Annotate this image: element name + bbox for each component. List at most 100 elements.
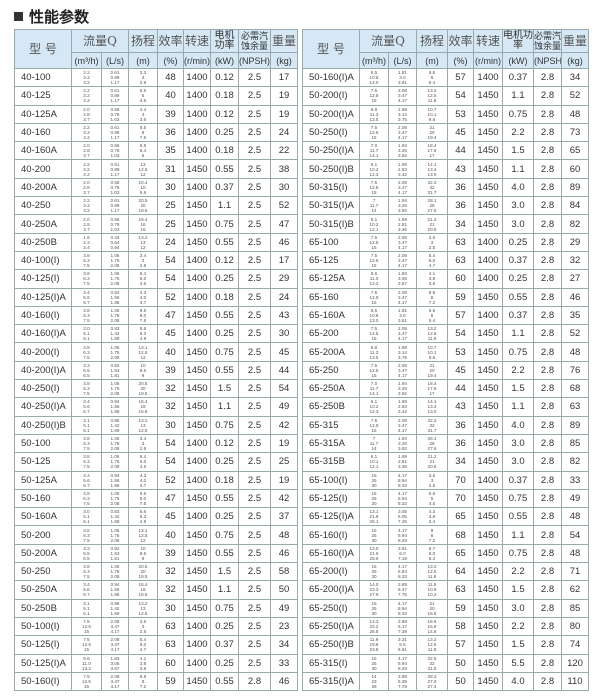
cell-npsh: 2.5 [238,525,271,545]
cell-speed: 1450 [183,488,211,509]
table-row: 50-315(I) 7.5 12.5 15 2.08 3.47 4.17 32.3 32 31.7… [302,177,589,198]
header-head-unit: (m) [416,52,448,69]
cell-subvalue: 1.94 [398,143,407,149]
cell-subvalue: 2.3 [83,239,90,245]
cell-subvalue: 5.6 [83,477,90,483]
cell-subvalue: 13.2 [427,637,437,643]
cell-subvalue: 28.1 [427,198,437,204]
cell-model: 40-160 [14,122,72,143]
cell-npsh: 2.5 [238,580,271,600]
cell-subvalue: 25 [371,569,377,575]
header-flow-ls: (L/s) [388,52,417,69]
cell-efficiency: 58 [447,616,474,637]
cell-subvalue: 3.4 [83,582,90,588]
cell-subvalue: 7.5 [139,135,147,141]
cell-subvalue: 0.78 [110,148,120,154]
cell-subvalue: 14.8 [427,629,437,635]
cell-efficiency: 50 [447,671,474,692]
cell-speed: 1450 [183,415,211,435]
cell-weight: 49 [561,488,589,509]
cell-subvalue: 2.0 [83,106,90,112]
cell-subvalue: 7.5 [370,326,378,332]
cell-subvalue: 20 [140,569,146,575]
cell-flow-m3h: 7.5 12.5 15 [359,232,389,252]
table-row: 40-160A 2.0 2.8 3.7 0.56 0.78 1.03 6.8 6.4 6 35 140… [14,141,298,161]
cell-subvalue: 9 [141,555,145,561]
cell-subvalue: 5.4 [428,318,436,323]
cell-subvalue: 6.3 [83,495,90,501]
cell-head: 21 20 19.4 [416,360,448,381]
table-row: 50-100(I) 7.5 12.5 15 2.08 3.47 4.17 3.5 3 2.5 63 1… [14,616,298,637]
header-eff-unit: (%) [157,52,184,69]
cell-subvalue: 1.06 [110,490,120,496]
cell-efficiency: 63 [447,232,474,252]
cell-subvalue: 12.5 [369,184,379,190]
cell-weight: 19 [270,86,298,106]
cell-subvalue: 2.08 [110,464,120,470]
cell-subvalue: 13.2 [138,600,148,606]
cell-subvalue: 14 [371,208,377,214]
table-row: 65-250B 6.1 10.2 12.3 1.69 2.83 3.42 14.1 13.4 13… [302,397,589,417]
header-flow: 流量Q [359,29,417,53]
cell-weight: 29 [561,232,589,252]
cell-subvalue: 7.5 [370,179,378,185]
cell-speed: 1450 [473,214,503,234]
cell-efficiency: 52 [157,470,184,490]
cell-npsh: 2.8 [533,543,562,564]
cell-npsh: 2.5 [238,86,271,106]
cell-head: 32.3 32 31.7 [416,415,448,435]
cell-subvalue: 30 [371,610,377,616]
table-row: 50-200A 3.3 5.5 6.5 0.92 1.53 1.81 10 9.5 9 39 1450… [14,543,298,564]
cell-power: 1.1 [502,159,534,179]
cell-head: 8.8 8 7.2 [128,671,158,692]
cell-subvalue: 4.5 [428,500,436,506]
cell-head: 13.1 12.5 12 [128,342,158,362]
cell-model: 50-200 [14,525,72,545]
cell-power: 0.37 [210,635,239,655]
cell-flow-ls: 1.83 3.06 3.67 [101,653,129,673]
cell-subvalue: 3.3 [139,70,147,76]
cell-subvalue: 6 [430,313,434,318]
cell-npsh: 2.8 [533,214,562,234]
cell-efficiency: 54 [157,433,184,454]
cell-subvalue: 17 [429,153,435,159]
cell-flow-m3h: 3.8 6.3 7.5 [71,269,102,289]
cell-subvalue: 12.5 [369,93,379,99]
cell-subvalue: 4.17 [398,189,407,195]
cell-npsh: 2.8 [533,67,562,88]
cell-speed: 1450 [183,580,211,600]
cell-subvalue: 1.81 [110,555,120,561]
cell-subvalue: 2.08 [398,234,407,240]
cell-subvalue: 7.25 [398,519,407,525]
cell-efficiency: 54 [157,269,184,289]
cell-subvalue: 1.42 [110,514,120,520]
cell-subvalue: 6.6 [428,70,436,76]
cell-subvalue: 27.6 [427,208,437,214]
cell-efficiency: 63 [157,635,184,655]
cell-subvalue: 4.9 [139,336,147,342]
cell-subvalue: 0.89 [110,203,120,209]
cell-efficiency: 31 [157,159,184,179]
cell-weight: 34 [270,635,298,655]
cell-subvalue: 3.5 [428,234,436,240]
cell-subvalue: 9.6 [428,354,436,360]
cell-flow-ls: 3.89 6.39 7.78 [388,671,417,692]
cell-speed: 1450 [473,159,503,179]
table-row: 65-160(I)A 13.0 21.6 25.9 3.61 6.0 7.19 6.7 6.0 5… [302,543,589,564]
cell-subvalue: 0.89 [110,93,120,99]
cell-subvalue: 0.94 [110,472,120,478]
cell-subvalue: 10.1 [427,111,437,117]
cell-weight: 71 [561,562,589,582]
cell-subvalue: 10.7 [427,106,437,112]
cell-speed: 1450 [473,141,503,161]
cell-flow-m3h: 3.0 5.1 6.1 [71,324,102,344]
cell-subvalue: 10 [140,362,146,368]
table-row: 50-250B 3.1 5.1 6.1 0.86 1.42 1.69 13.2 13 12.5 30… [14,598,298,618]
cell-subvalue: 6.3 [83,459,90,465]
cell-subvalue: 5.0 [428,258,436,264]
cell-power: 0.18 [210,141,239,161]
cell-npsh: 2.8 [533,653,562,673]
cell-model: 40-250A [14,214,72,234]
cell-subvalue: 22.2 [369,624,379,630]
cell-model: 50-250(I) [302,122,360,143]
